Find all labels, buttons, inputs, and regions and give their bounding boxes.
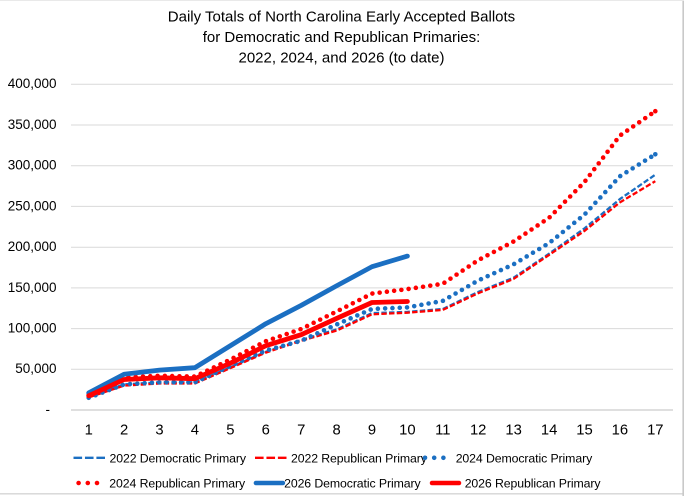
svg-text:2024 Democratic Primary: 2024 Democratic Primary — [456, 451, 593, 465]
svg-text:13: 13 — [505, 423, 521, 439]
svg-text:2024 Republican Primary: 2024 Republican Primary — [109, 477, 246, 491]
svg-text:7: 7 — [297, 423, 305, 439]
svg-text:350,000: 350,000 — [8, 117, 57, 132]
svg-text:1: 1 — [85, 423, 93, 439]
svg-text:6: 6 — [262, 423, 270, 439]
svg-text:50,000: 50,000 — [15, 361, 56, 376]
svg-text:2026 Republican Primary: 2026 Republican Primary — [465, 477, 602, 491]
svg-text:17: 17 — [647, 423, 663, 439]
svg-text:200,000: 200,000 — [8, 239, 57, 254]
svg-text:16: 16 — [612, 423, 628, 439]
svg-text:150,000: 150,000 — [8, 280, 57, 295]
svg-text:2022 Republican Primary: 2022 Republican Primary — [291, 451, 428, 465]
svg-text:9: 9 — [368, 423, 376, 439]
svg-text:2: 2 — [120, 423, 128, 439]
svg-text:5: 5 — [226, 423, 234, 439]
svg-text:2022, 2024, and 2026 (to date): 2022, 2024, and 2026 (to date) — [238, 49, 444, 66]
svg-text:15: 15 — [576, 423, 592, 439]
svg-text:300,000: 300,000 — [8, 158, 57, 173]
svg-text:12: 12 — [470, 423, 486, 439]
svg-text:Daily Totals of North Carolina: Daily Totals of North Carolina Early Acc… — [168, 9, 515, 26]
svg-text:100,000: 100,000 — [8, 321, 57, 336]
svg-text:10: 10 — [399, 423, 415, 439]
svg-text:3: 3 — [155, 423, 163, 439]
svg-text:400,000: 400,000 — [8, 76, 57, 91]
svg-text:14: 14 — [541, 423, 557, 439]
svg-text:2022 Democratic Primary: 2022 Democratic Primary — [110, 451, 247, 465]
svg-text:4: 4 — [191, 423, 199, 439]
svg-text:-: - — [46, 402, 51, 417]
svg-text:11: 11 — [435, 423, 450, 439]
svg-text:for Democratic and Republican: for Democratic and Republican Primaries: — [203, 29, 481, 46]
svg-text:250,000: 250,000 — [8, 198, 57, 213]
svg-text:8: 8 — [332, 423, 340, 439]
svg-text:2026 Democratic Primary: 2026 Democratic Primary — [284, 477, 421, 491]
